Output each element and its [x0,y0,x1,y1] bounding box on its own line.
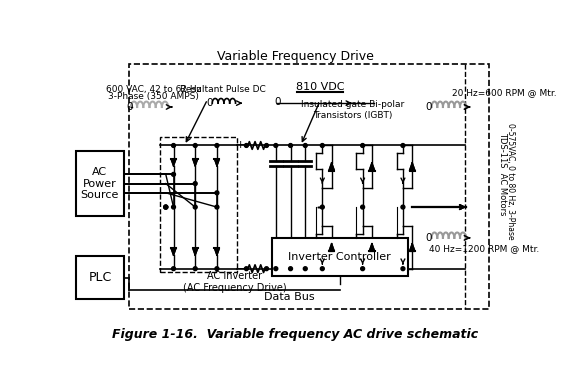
Circle shape [215,205,219,209]
Circle shape [172,205,176,209]
Circle shape [244,143,248,147]
Circle shape [289,267,293,271]
Circle shape [289,143,293,147]
Circle shape [164,205,168,209]
Circle shape [215,143,219,147]
Text: 0: 0 [126,102,132,112]
Circle shape [361,205,365,209]
Circle shape [304,267,307,271]
Bar [130,64,489,309]
Polygon shape [214,159,219,166]
Text: TDS-11S  AC Motors: TDS-11S AC Motors [498,132,507,216]
Polygon shape [369,163,374,170]
Text: PLC: PLC [88,271,112,284]
Circle shape [320,205,324,209]
Bar [76,151,124,216]
Text: 40 Hz=1200 RPM @ Mtr.: 40 Hz=1200 RPM @ Mtr. [429,244,540,253]
Circle shape [320,143,324,147]
Bar [160,137,237,272]
Text: Variable Frequency Drive: Variable Frequency Drive [217,50,374,63]
Text: Insulated gate Bi-polar
Transistors (IGBT): Insulated gate Bi-polar Transistors (IGB… [301,100,404,120]
Text: AC
Power
Source: AC Power Source [81,167,119,200]
Text: Resultant Pulse DC: Resultant Pulse DC [180,85,266,94]
Circle shape [264,267,268,271]
Text: 600 VAC, 42 to 62 Hz: 600 VAC, 42 to 62 Hz [105,85,201,94]
Circle shape [320,267,324,271]
Text: Figure 1-16.  Variable frequency AC drive schematic: Figure 1-16. Variable frequency AC drive… [112,328,478,341]
Text: 3-Phase (350 AMPS): 3-Phase (350 AMPS) [108,92,199,101]
Circle shape [172,267,176,271]
Text: AC Inverter
(AC Frequency Drive): AC Inverter (AC Frequency Drive) [183,271,287,292]
Circle shape [215,191,219,195]
Text: 0: 0 [425,102,432,112]
Circle shape [172,172,176,176]
Circle shape [244,267,248,271]
Circle shape [264,143,268,147]
Text: +: + [236,140,245,151]
Circle shape [274,267,278,271]
Polygon shape [193,248,198,255]
Circle shape [361,143,365,147]
Bar [272,238,408,276]
Polygon shape [329,163,334,170]
Polygon shape [410,244,415,251]
Circle shape [194,267,197,271]
Circle shape [194,182,197,185]
Polygon shape [171,248,176,255]
Circle shape [215,267,219,271]
Circle shape [401,267,405,271]
Circle shape [194,143,197,147]
Text: 810 VDC: 810 VDC [295,82,344,92]
Polygon shape [410,163,415,170]
Text: 0-575VAC, 0 to 80 Hz, 3-Phase: 0-575VAC, 0 to 80 Hz, 3-Phase [506,123,515,240]
Circle shape [304,143,307,147]
Text: −: − [236,264,245,274]
Polygon shape [171,159,176,166]
Polygon shape [193,159,198,166]
Circle shape [194,205,197,209]
Circle shape [164,205,168,209]
Circle shape [172,143,176,147]
Circle shape [401,143,405,147]
Circle shape [361,267,365,271]
Circle shape [401,205,405,209]
Text: 20 Hz=600 RPM @ Mtr.: 20 Hz=600 RPM @ Mtr. [452,89,556,98]
Circle shape [274,143,278,147]
Polygon shape [214,248,219,255]
Polygon shape [369,244,374,251]
Text: 0: 0 [425,233,432,243]
Polygon shape [329,244,334,251]
Circle shape [164,205,168,209]
Bar [76,256,124,299]
Text: 0: 0 [274,97,281,107]
Text: 0: 0 [207,98,213,108]
Text: Data Bus: Data Bus [264,292,314,302]
Text: Inverter Controller: Inverter Controller [289,252,391,262]
